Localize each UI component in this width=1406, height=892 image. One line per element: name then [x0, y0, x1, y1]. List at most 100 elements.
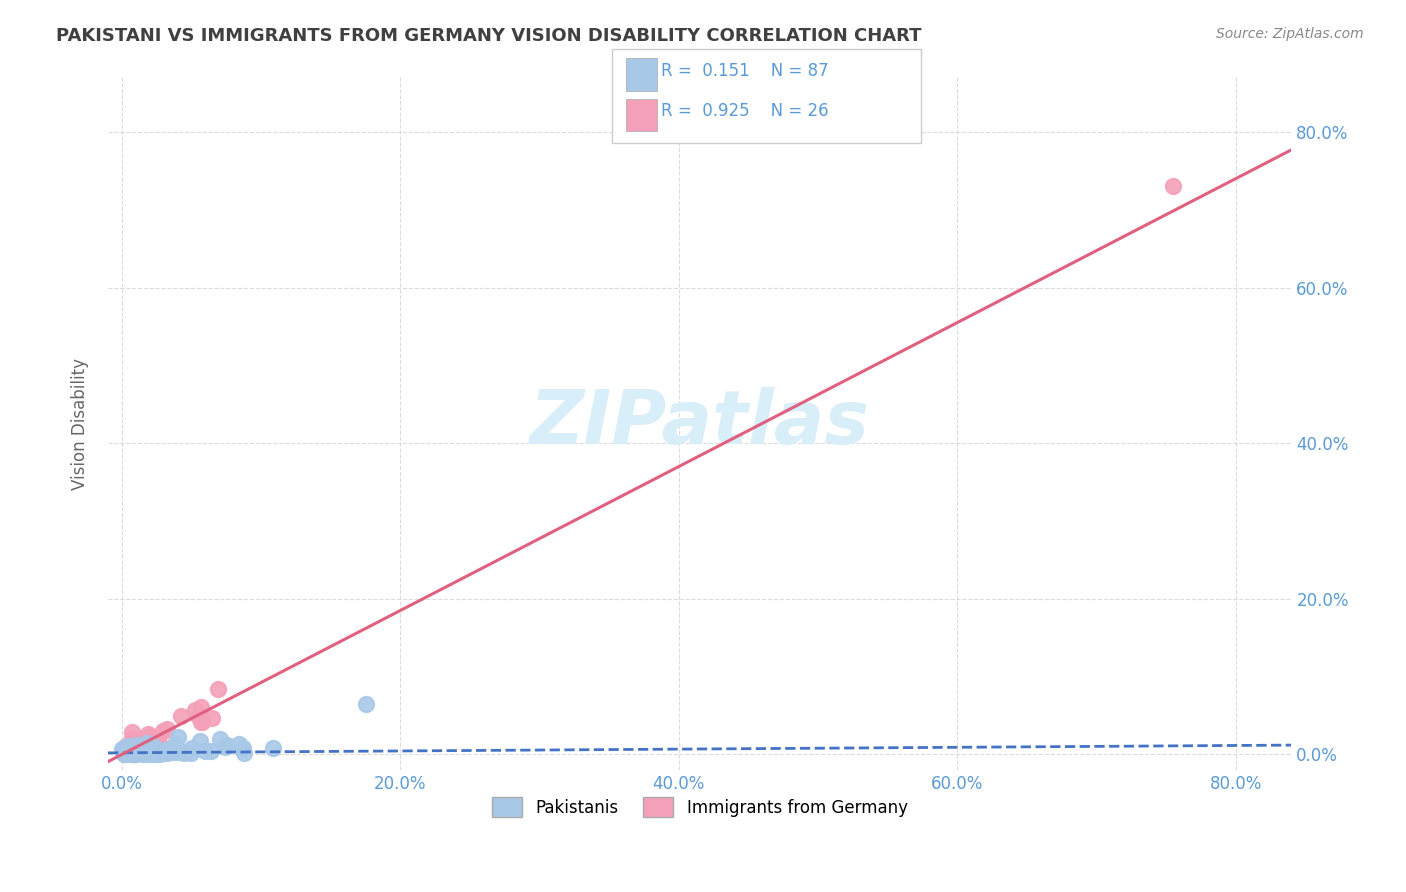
Point — [114, 747, 136, 761]
Point — [112, 747, 135, 762]
Point — [112, 744, 135, 758]
Point — [112, 743, 135, 757]
Point — [162, 744, 184, 758]
Text: R =  0.925    N = 26: R = 0.925 N = 26 — [661, 103, 828, 120]
Point — [142, 739, 165, 753]
Point — [187, 709, 209, 723]
Point — [111, 745, 134, 759]
Point — [190, 714, 212, 729]
Point — [122, 747, 145, 761]
Point — [146, 736, 169, 750]
Point — [124, 745, 146, 759]
Point — [121, 724, 143, 739]
Point — [156, 722, 179, 736]
Point — [125, 744, 148, 758]
Point — [143, 746, 166, 760]
Text: R =  0.151    N = 87: R = 0.151 N = 87 — [661, 62, 828, 80]
Point — [142, 744, 165, 758]
Point — [153, 744, 176, 758]
Point — [115, 740, 138, 755]
Point — [124, 747, 146, 761]
Point — [118, 740, 141, 755]
Legend: Pakistanis, Immigrants from Germany: Pakistanis, Immigrants from Germany — [485, 790, 914, 824]
Point — [124, 744, 146, 758]
Point — [188, 733, 211, 747]
Point — [131, 746, 153, 760]
Point — [181, 740, 204, 755]
Point — [118, 743, 141, 757]
Point — [149, 747, 172, 761]
Point — [128, 746, 150, 760]
Point — [172, 746, 194, 760]
Point — [214, 739, 236, 754]
Point — [138, 746, 160, 760]
Point — [121, 747, 143, 761]
Point — [152, 724, 174, 739]
Point — [170, 708, 193, 723]
Point — [118, 746, 141, 760]
Point — [136, 738, 159, 752]
Point — [173, 747, 195, 761]
Point — [118, 746, 141, 760]
Point — [124, 744, 146, 758]
Point — [127, 738, 149, 752]
Point — [228, 737, 250, 751]
Point — [1161, 179, 1184, 194]
Point — [114, 747, 136, 761]
Text: Source: ZipAtlas.com: Source: ZipAtlas.com — [1216, 27, 1364, 41]
Point — [122, 746, 145, 760]
Point — [232, 746, 254, 760]
Point — [180, 746, 202, 760]
Point — [125, 740, 148, 755]
Point — [112, 745, 135, 759]
Point — [115, 739, 138, 754]
Point — [142, 747, 165, 761]
Point — [170, 745, 193, 759]
Point — [124, 747, 146, 762]
Point — [124, 746, 146, 760]
Point — [208, 732, 231, 747]
Point — [165, 737, 187, 751]
Point — [184, 703, 207, 717]
Point — [127, 746, 149, 760]
Point — [127, 740, 149, 755]
Point — [163, 745, 186, 759]
Point — [200, 744, 222, 758]
Point — [115, 739, 138, 754]
Point — [112, 741, 135, 756]
Point — [146, 738, 169, 752]
Point — [162, 741, 184, 756]
Point — [148, 736, 170, 750]
Point — [201, 711, 224, 725]
Point — [121, 731, 143, 746]
Point — [142, 746, 165, 760]
Point — [135, 747, 157, 761]
Point — [354, 697, 377, 711]
Point — [139, 730, 162, 744]
Point — [215, 738, 238, 752]
Point — [207, 681, 229, 696]
Point — [138, 747, 160, 761]
Point — [127, 743, 149, 757]
Point — [117, 742, 139, 756]
Point — [125, 737, 148, 751]
Point — [190, 699, 212, 714]
Point — [114, 747, 136, 762]
Point — [131, 740, 153, 755]
Point — [194, 744, 217, 758]
Point — [114, 747, 136, 761]
Point — [122, 745, 145, 759]
Point — [156, 746, 179, 760]
Point — [136, 726, 159, 740]
Point — [143, 741, 166, 756]
Point — [115, 745, 138, 759]
Point — [136, 743, 159, 757]
Point — [117, 739, 139, 753]
Point — [128, 745, 150, 759]
Point — [118, 744, 141, 758]
Point — [156, 744, 179, 758]
Point — [122, 747, 145, 761]
Point — [153, 743, 176, 757]
Y-axis label: Vision Disability: Vision Disability — [72, 358, 89, 490]
Text: PAKISTANI VS IMMIGRANTS FROM GERMANY VISION DISABILITY CORRELATION CHART: PAKISTANI VS IMMIGRANTS FROM GERMANY VIS… — [56, 27, 922, 45]
